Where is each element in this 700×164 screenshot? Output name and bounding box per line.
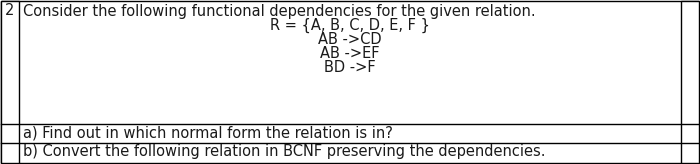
Text: R = {A, B, C, D, E, F }: R = {A, B, C, D, E, F } — [270, 18, 430, 33]
Text: AB ->CD: AB ->CD — [318, 32, 382, 47]
Bar — [1, 1, 19, 163]
Text: BD ->F: BD ->F — [324, 60, 376, 75]
Text: b) Convert the following relation in BCNF preserving the dependencies.: b) Convert the following relation in BCN… — [23, 144, 545, 159]
Bar — [681, 1, 699, 163]
Text: 2: 2 — [6, 3, 15, 18]
Text: a) Find out in which normal form the relation is in?: a) Find out in which normal form the rel… — [23, 125, 393, 140]
Text: AB ->EF: AB ->EF — [321, 46, 379, 61]
Text: Consider the following functional dependencies for the given relation.: Consider the following functional depend… — [23, 4, 536, 19]
